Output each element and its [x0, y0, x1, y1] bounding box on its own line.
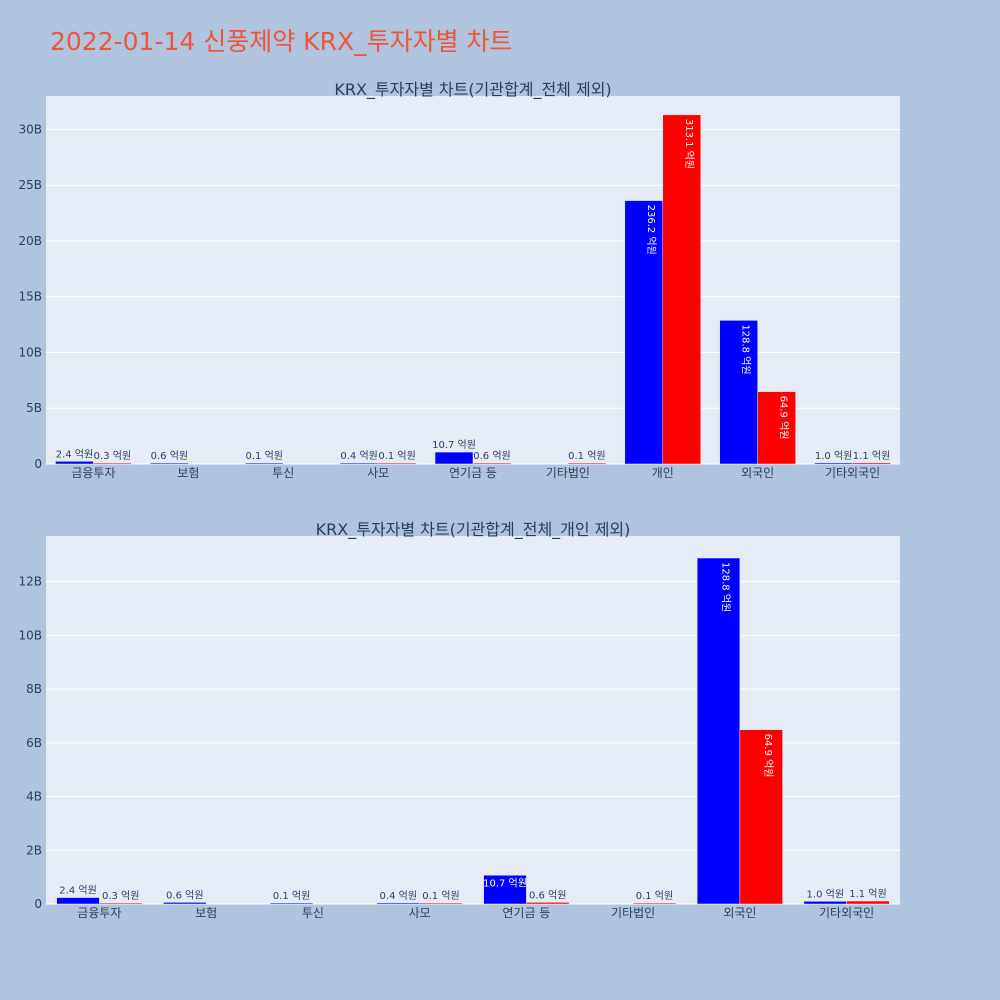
x-tick-label: 외국인 [741, 466, 774, 480]
bar [269, 902, 314, 905]
bar [434, 451, 474, 465]
data-label: 0.1 억원 [246, 450, 283, 462]
bar [662, 114, 701, 465]
bar [624, 200, 664, 465]
y-tick-label: 12B [18, 575, 42, 589]
bar [852, 462, 891, 465]
data-label: 0.6 억원 [166, 889, 203, 901]
data-label: 313.1 억원 [683, 119, 695, 169]
bar [567, 462, 607, 465]
data-label: 0.6 억원 [473, 450, 510, 462]
x-tick-label: 금융투자 [77, 906, 121, 920]
data-label: 2.4 억원 [59, 885, 96, 897]
data-label: 10.7 억원 [432, 439, 476, 451]
y-tick-label: 6B [26, 736, 42, 750]
x-tick-label: 기타법인 [546, 466, 590, 480]
data-label: 128.8 억원 [720, 562, 732, 612]
data-label: 1.0 억원 [815, 450, 852, 462]
x-tick-label: 투신 [302, 906, 324, 920]
bar [483, 875, 527, 905]
data-label: 0.3 억원 [102, 890, 139, 902]
x-tick-label: 개인 [652, 466, 674, 480]
bar [696, 557, 741, 905]
bar [377, 462, 417, 465]
bar [472, 462, 512, 465]
y-tick-label: 10B [18, 345, 42, 359]
y-tick-label: 4B [26, 790, 42, 804]
bar [803, 901, 847, 905]
x-tick-label: 사모 [409, 906, 431, 920]
x-tick-label: 기타외국인 [825, 466, 880, 480]
bar [376, 902, 420, 905]
data-label: 0.4 억원 [340, 450, 377, 462]
data-label: 0.1 억원 [422, 890, 459, 902]
x-tick-label: 투신 [272, 466, 294, 480]
chart-title: KRX_투자자별 차트(기관합계_전체 제외) [334, 80, 611, 100]
x-tick-label: 연기금 등 [502, 906, 550, 920]
data-label: 236.2 억원 [645, 205, 657, 255]
data-label: 1.1 억원 [849, 888, 886, 900]
bar [93, 462, 132, 465]
bar [526, 902, 570, 905]
y-tick-label: 0 [34, 457, 42, 471]
y-tick-label: 0 [34, 897, 42, 911]
bar [55, 461, 94, 465]
bar [339, 462, 379, 465]
data-label: 0.1 억원 [636, 890, 673, 902]
y-tick-label: 15B [18, 290, 42, 304]
data-label: 64.9 억원 [778, 396, 790, 440]
bar [245, 462, 284, 465]
bar [99, 902, 143, 905]
bar [846, 900, 890, 905]
y-tick-label: 25B [18, 178, 42, 192]
data-label: 64.9 억원 [762, 734, 774, 778]
data-label: 0.1 억원 [273, 890, 310, 902]
data-label: 1.1 억원 [853, 450, 890, 462]
bar [163, 902, 207, 905]
x-tick-label: 보험 [195, 906, 217, 920]
x-tick-label: 보험 [177, 466, 199, 480]
x-tick-label: 사모 [367, 466, 389, 480]
x-tick-label: 금융투자 [71, 466, 115, 480]
y-tick-label: 10B [18, 628, 42, 642]
bar [757, 391, 796, 465]
bar [150, 462, 189, 465]
x-tick-label: 외국인 [723, 906, 756, 920]
bar [719, 320, 758, 465]
data-label: 2.4 억원 [56, 448, 93, 460]
page-title: 2022-01-14 신풍제약 KRX_투자자별 차트 [50, 27, 513, 56]
y-tick-label: 20B [18, 234, 42, 248]
chart-title: KRX_투자자별 차트(기관합계_전체_개인 제외) [316, 520, 631, 540]
y-tick-label: 30B [18, 122, 42, 136]
data-label: 0.1 억원 [568, 450, 605, 462]
x-tick-label: 기타법인 [611, 906, 655, 920]
data-label: 128.8 억원 [740, 324, 752, 374]
data-label: 1.0 억원 [807, 888, 844, 900]
data-label: 0.6 억원 [151, 450, 188, 462]
y-tick-label: 5B [26, 401, 42, 415]
x-tick-label: 연기금 등 [449, 466, 497, 480]
bar [739, 729, 783, 905]
bar [419, 902, 463, 905]
y-tick-label: 8B [26, 682, 42, 696]
data-label: 0.3 억원 [94, 450, 131, 462]
data-label: 10.7 억원 [483, 877, 527, 889]
bar [632, 902, 677, 905]
data-label: 0.1 억원 [378, 450, 415, 462]
y-tick-label: 2B [26, 843, 42, 857]
bar [814, 462, 853, 465]
x-tick-label: 기타외국인 [819, 906, 874, 920]
bar [56, 897, 100, 905]
data-label: 0.6 억원 [529, 889, 566, 901]
data-label: 0.4 억원 [380, 890, 417, 902]
